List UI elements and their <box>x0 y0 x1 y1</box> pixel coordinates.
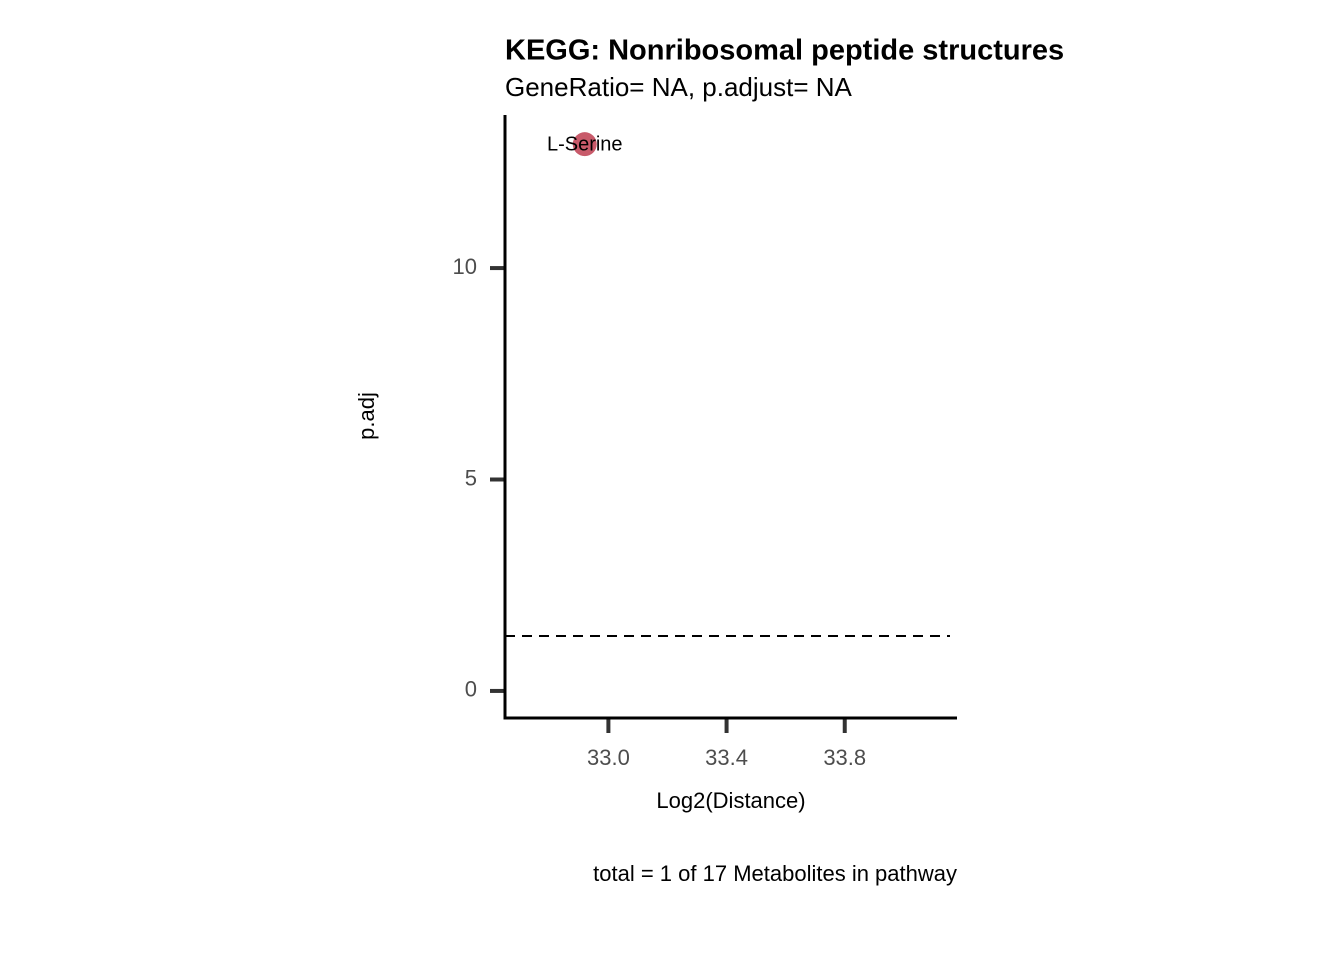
caption: total = 1 of 17 Metabolites in pathway <box>593 861 957 886</box>
y-axis-label: p.adj <box>354 392 379 440</box>
y-tick-label: 0 <box>465 677 477 702</box>
x-axis-label: Log2(Distance) <box>656 788 805 813</box>
x-tick-label: 33.4 <box>705 745 748 770</box>
chart-subtitle: GeneRatio= NA, p.adjust= NA <box>505 72 853 102</box>
x-tick-label: 33.8 <box>823 745 866 770</box>
y-tick-label: 5 <box>465 465 477 490</box>
chart-title: KEGG: Nonribosomal peptide structures <box>505 35 1064 67</box>
point <box>572 132 597 157</box>
point-label: L-Serine <box>547 133 623 155</box>
x-tick-label: 33.0 <box>587 745 630 770</box>
y-tick-label: 10 <box>453 254 477 279</box>
